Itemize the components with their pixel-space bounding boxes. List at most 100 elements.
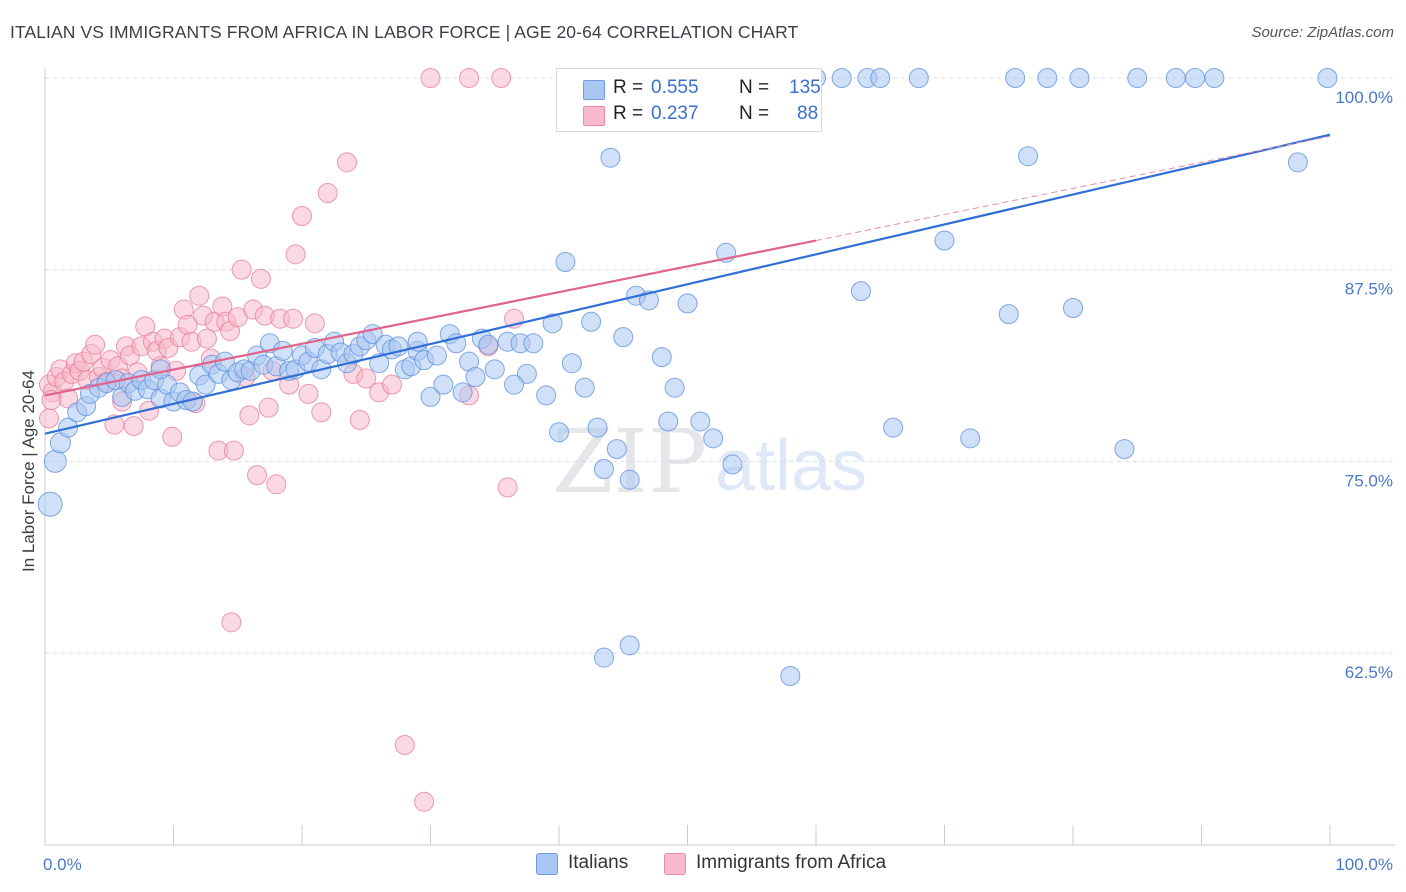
africa-point: [497, 477, 518, 498]
watermark-zip: ZIP: [552, 410, 707, 513]
legend-n-label: N =: [739, 77, 770, 98]
africa-point: [231, 259, 252, 280]
africa-point: [298, 383, 319, 404]
italians-point: [1287, 152, 1308, 173]
italians-point: [587, 417, 608, 438]
italians-point: [619, 469, 640, 490]
trend-lines: [44, 133, 1331, 435]
africa-point: [394, 735, 415, 755]
italians-point: [516, 363, 537, 384]
italians-point: [831, 68, 852, 88]
x-tick-label-max: 100.0%: [1335, 855, 1393, 874]
italians-point: [638, 290, 659, 311]
legend-r-value-italians: 0.555: [651, 77, 699, 98]
italians-point: [272, 340, 293, 361]
italians-point: [523, 333, 544, 354]
italians-point: [664, 377, 685, 398]
italians-point: [690, 411, 711, 432]
italians-point: [561, 353, 582, 374]
africa-point: [258, 397, 279, 418]
legend-swatch-africa: [583, 106, 605, 126]
italians-point: [722, 454, 743, 475]
italians-point: [426, 345, 447, 366]
y-tick-label: 100.0%: [1335, 88, 1393, 107]
legend-r-label: R =: [613, 103, 644, 124]
trend-line-italians: [44, 133, 1331, 435]
chart-title: ITALIAN VS IMMIGRANTS FROM AFRICA IN LAB…: [10, 22, 799, 42]
italians-point: [619, 635, 640, 656]
watermark: ZIP atlas: [552, 410, 867, 513]
italians-point: [37, 491, 63, 517]
italians-point: [593, 647, 614, 668]
africa-point: [250, 268, 271, 289]
africa-point: [221, 612, 242, 633]
africa-point: [311, 402, 332, 423]
bottom-legend-label-italians: Italians: [568, 852, 629, 873]
africa-point: [414, 791, 435, 812]
africa-point: [85, 334, 106, 355]
italians-point: [542, 313, 563, 334]
italians-point: [536, 385, 557, 406]
italians-point: [581, 311, 602, 332]
italians-point: [1165, 68, 1186, 88]
trend-line-africa: [44, 239, 817, 397]
italians-point: [677, 293, 698, 314]
italians-point: [850, 281, 871, 302]
italians-point: [1018, 146, 1039, 167]
italians-point: [870, 68, 891, 88]
legend-r-value-africa: 0.237: [651, 103, 699, 124]
italians-point: [998, 304, 1019, 325]
italians-point: [908, 68, 929, 88]
africa-point: [420, 68, 441, 88]
italians-point: [883, 417, 904, 438]
italians-point: [1037, 68, 1058, 88]
italians-point: [555, 252, 576, 272]
italians-point: [369, 353, 390, 374]
africa-point: [349, 409, 370, 430]
italians-point: [600, 147, 621, 168]
italians-point: [1005, 68, 1026, 88]
italians-point: [452, 382, 473, 403]
italians-point: [1114, 439, 1135, 460]
italians-point: [1063, 298, 1083, 318]
bottom-legend-swatch-italians: [536, 853, 558, 875]
italians-point: [484, 359, 505, 380]
italians-point: [1185, 68, 1206, 88]
series-italians-points: [37, 68, 1338, 686]
italians-point: [703, 428, 724, 449]
italians-point: [960, 428, 981, 449]
source-credit[interactable]: Source: ZipAtlas.com: [1251, 24, 1394, 41]
africa-point: [491, 68, 512, 88]
italians-point: [150, 359, 171, 380]
africa-point: [459, 68, 480, 88]
italians-point: [1204, 68, 1225, 88]
bottom-legend-swatch-africa: [664, 853, 686, 875]
correlation-legend: R = 0.555 N = 135 R = 0.237 N = 88: [556, 68, 822, 132]
y-tick-label: 75.0%: [1345, 471, 1393, 490]
bottom-legend-label-africa: Immigrants from Africa: [696, 852, 887, 873]
italians-point: [780, 666, 801, 686]
africa-point: [223, 440, 244, 461]
italians-point: [1069, 68, 1090, 88]
legend-r-label: R =: [613, 77, 644, 98]
italians-point: [465, 367, 486, 387]
legend-swatch-italians: [583, 80, 605, 100]
africa-point: [239, 405, 260, 426]
italians-point: [43, 449, 67, 473]
africa-point: [189, 285, 210, 306]
italians-point: [574, 377, 595, 398]
italians-point: [420, 386, 441, 407]
africa-point: [123, 416, 144, 437]
y-tick-label: 62.5%: [1345, 663, 1393, 682]
trend-line-africa-extension: [815, 135, 1331, 242]
africa-point: [356, 368, 377, 389]
africa-point: [292, 206, 312, 226]
italians-point: [478, 334, 499, 355]
africa-point: [317, 183, 338, 203]
italians-point: [658, 411, 679, 432]
italians-point: [593, 459, 614, 479]
italians-point: [195, 374, 216, 395]
africa-point: [247, 465, 268, 486]
tick-labels: 62.5% 75.0% 87.5% 100.0% 0.0% 100.0%: [43, 88, 1393, 874]
